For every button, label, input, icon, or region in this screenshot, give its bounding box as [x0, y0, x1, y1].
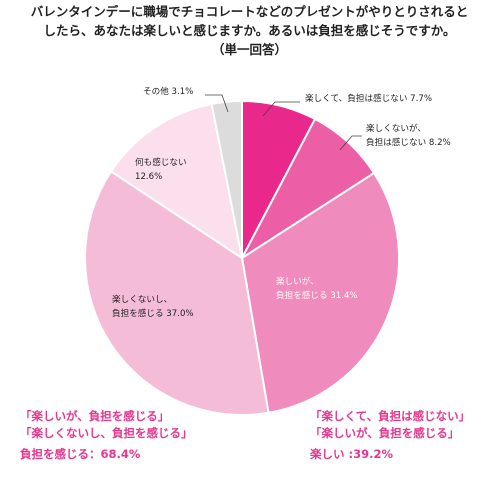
slice-label-5-line-2: 12.6% [135, 172, 162, 182]
slice-label-2-line-1: 楽しくないが、 [366, 122, 426, 134]
pie-slices [84, 99, 400, 416]
pie-slice-4 [84, 170, 270, 416]
slice-label-4-line-1: 楽しくないし、 [112, 293, 172, 305]
summary-fun-line-1: 「楽しくて、負担は感じない」 [310, 409, 471, 423]
slice-label-5-line-1: 何も感じない [135, 156, 187, 168]
leader-line-1 [262, 101, 300, 117]
leader-line-2 [339, 135, 362, 151]
pie-slice-6 [210, 99, 243, 259]
slice-labels: 楽しくて、負担は感じない 7.7% 楽しくないが、負担は感じない 8.2% 楽しいが… [112, 85, 451, 319]
pie-slice-3 [240, 171, 400, 414]
summary-fun-line-2: 「楽しいが、負担を感じる」 [310, 426, 460, 440]
slice-label-4-line-2: 負担を感じる 37.0% [112, 307, 194, 319]
slice-label-6-line-1: その他 3.1% [143, 85, 193, 97]
slice-label-1-line-1: 楽しくて、負担は感じない 7.7% [305, 92, 432, 104]
summary-burden-line-1: 「楽しいが、負担を感じる」 [20, 409, 170, 423]
title-line-3: （単一回答） [211, 42, 287, 57]
slice-label-3-line-1: 楽しいが、 [276, 275, 319, 287]
summary-fun-total: 楽しい :39.2% [310, 447, 393, 461]
slice-label-2-line-2: 負担は感じない 8.2% [366, 136, 451, 148]
pie-slice-5 [109, 102, 244, 261]
title-line-2: したら、あなたは楽しいと感じますか。あるいは負担を感じそうですか。 [43, 23, 456, 38]
slice-label-3-line-2: 負担を感じる 31.4% [276, 289, 358, 301]
summary-burden-total: 負担を感じる：68.4% [20, 447, 141, 461]
chart-title: バレンタインデーに職場でチョコレートなどのプレゼントがやりとりされると したら、… [0, 2, 499, 59]
leader-lines [205, 94, 362, 151]
leader-line-6 [205, 94, 229, 113]
title-line-1: バレンタインデーに職場でチョコレートなどのプレゼントがやりとりされると [30, 4, 469, 19]
summary-burden-line-2: 「楽しくないし、負担を感じる」 [20, 426, 193, 440]
summary-burden: 「楽しいが、負担を感じる」 「楽しくないし、負担を感じる」 負担を感じる：68.… [20, 408, 193, 463]
summary-fun: 「楽しくて、負担は感じない」 「楽しいが、負担を感じる」 楽しい :39.2% [310, 408, 470, 463]
